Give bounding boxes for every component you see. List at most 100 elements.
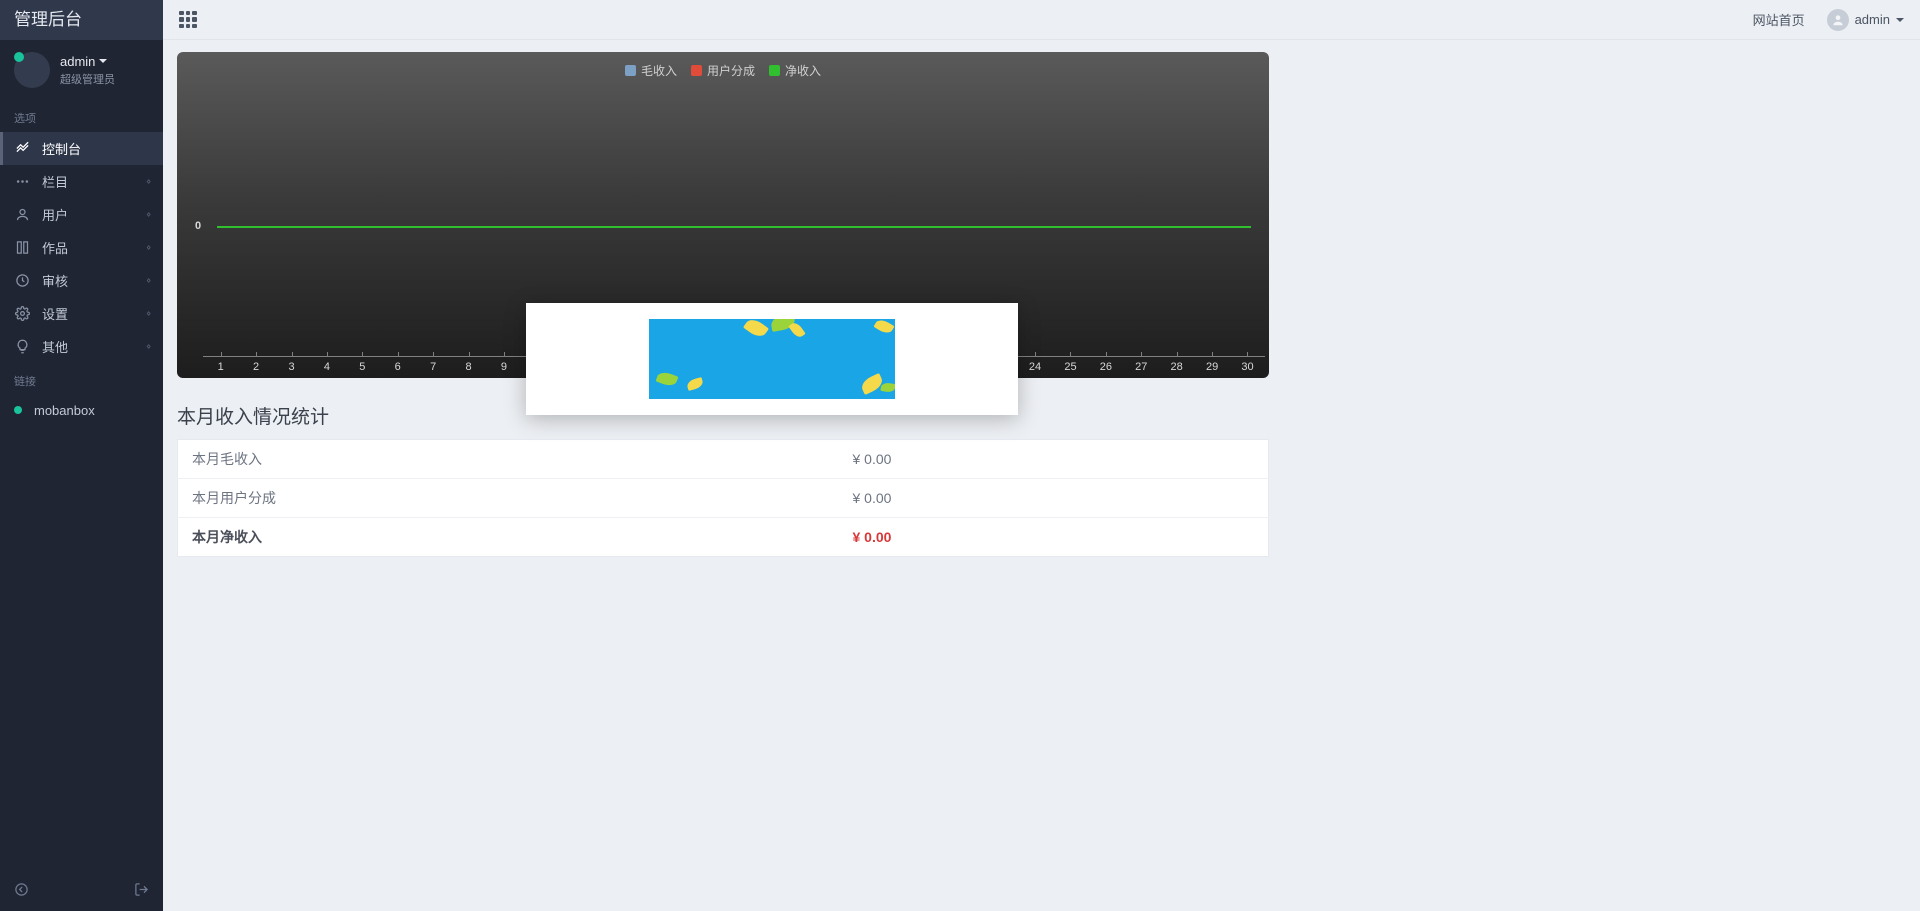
nav-list: 控制台栏目 ‹› 用户 ‹› 作品 ‹› 审核 ‹› 设置 ‹› 其他 ‹› — [0, 132, 163, 363]
x-tick: 28 — [1159, 357, 1194, 374]
user-name: admin — [1855, 12, 1890, 27]
chart-legend: 毛收入 用户分成 净收入 — [191, 62, 1255, 79]
nav-label: 设置 — [42, 304, 68, 323]
table-row: 本月用户分成¥ 0.00 — [178, 479, 1269, 518]
legend-label: 用户分成 — [707, 62, 755, 79]
x-tick: 2 — [238, 357, 273, 374]
sidebar: 管理后台 admin 超级管理员 选项 控制台栏目‹›用户‹›作品‹›审核‹›设… — [0, 0, 163, 911]
profile-role: 超级管理员 — [60, 71, 115, 87]
table-row: 本月净收入¥ 0.00 — [178, 518, 1269, 557]
y-axis-label: 0 — [195, 220, 201, 232]
nav-label: 栏目 — [42, 172, 68, 191]
external-link[interactable]: mobanbox — [0, 395, 163, 425]
nav-label: 审核 — [42, 271, 68, 290]
dots-icon — [14, 174, 30, 190]
nav-item-dots[interactable]: 栏目 ‹› — [0, 165, 163, 198]
gear-icon — [14, 306, 30, 322]
nav-item-gear[interactable]: 设置 ‹› — [0, 297, 163, 330]
legend-swatch-icon — [625, 65, 636, 76]
section-options: 选项 — [0, 100, 163, 132]
x-tick: 1 — [203, 357, 238, 374]
leaf-icon — [880, 382, 895, 393]
nav-label: 作品 — [42, 238, 68, 257]
dash-icon — [14, 141, 30, 157]
table-title: 本月收入情况统计 — [177, 402, 1906, 429]
x-tick: 4 — [309, 357, 344, 374]
legend-swatch-icon — [769, 65, 780, 76]
expand-icon: ‹› — [146, 341, 149, 352]
x-tick: 30 — [1230, 357, 1265, 374]
nav-item-review[interactable]: 审核 ‹› — [0, 264, 163, 297]
expand-icon: ‹› — [146, 242, 149, 253]
expand-icon: ‹› — [146, 308, 149, 319]
row-value: ¥ 0.00 — [839, 440, 1269, 479]
nav-label: 其他 — [42, 337, 68, 356]
profile-block: admin 超级管理员 — [0, 40, 163, 100]
legend-item[interactable]: 净收入 — [769, 62, 821, 79]
legend-label: 净收入 — [785, 62, 821, 79]
ad-banner-image — [649, 319, 895, 399]
section-links: 链接 — [0, 363, 163, 395]
bulb-icon — [14, 339, 30, 355]
row-value: ¥ 0.00 — [839, 479, 1269, 518]
chart-line — [217, 226, 1251, 228]
x-tick: 29 — [1194, 357, 1229, 374]
expand-icon: ‹› — [146, 176, 149, 187]
nav-label: 用户 — [42, 205, 68, 224]
home-link[interactable]: 网站首页 — [1753, 10, 1805, 29]
collapse-sidebar-icon[interactable] — [14, 882, 29, 901]
x-tick: 7 — [415, 357, 450, 374]
x-tick: 5 — [345, 357, 380, 374]
income-table: 本月毛收入¥ 0.00本月用户分成¥ 0.00本月净收入¥ 0.00 — [177, 439, 1269, 557]
profile-name-toggle[interactable]: admin — [60, 54, 115, 69]
x-tick: 24 — [1017, 357, 1052, 374]
nav-item-bulb[interactable]: 其他 ‹› — [0, 330, 163, 363]
user-icon — [14, 207, 30, 223]
expand-icon: ‹› — [146, 275, 149, 286]
main: 网站首页 admin 毛收入用户分成净收入 0 1234567891011121… — [163, 0, 1920, 911]
row-value: ¥ 0.00 — [839, 518, 1269, 557]
ad-popup[interactable] — [526, 303, 1018, 415]
row-label: 本月毛收入 — [178, 440, 839, 479]
legend-item[interactable]: 毛收入 — [625, 62, 677, 79]
x-tick: 9 — [486, 357, 521, 374]
brand-title: 管理后台 — [0, 0, 163, 40]
row-label: 本月用户分成 — [178, 479, 839, 518]
nav-item-works[interactable]: 作品 ‹› — [0, 231, 163, 264]
topbar: 网站首页 admin — [163, 0, 1920, 40]
expand-icon: ‹› — [146, 209, 149, 220]
link-dot-icon — [14, 406, 22, 414]
leaf-icon — [686, 377, 704, 391]
sidebar-footer — [0, 871, 163, 911]
x-tick: 26 — [1088, 357, 1123, 374]
content-area: 毛收入用户分成净收入 0 123456789101112131415161718… — [163, 40, 1920, 911]
x-tick: 25 — [1053, 357, 1088, 374]
chevron-down-icon — [99, 59, 107, 63]
x-tick: 8 — [451, 357, 486, 374]
avatar[interactable] — [14, 52, 50, 88]
logout-icon[interactable] — [134, 882, 149, 901]
legend-item[interactable]: 用户分成 — [691, 62, 755, 79]
legend-swatch-icon — [691, 65, 702, 76]
nav-label: 控制台 — [42, 139, 81, 158]
user-avatar-icon — [1827, 9, 1849, 31]
leaf-icon — [788, 321, 805, 340]
nav-item-user[interactable]: 用户 ‹› — [0, 198, 163, 231]
profile-name: admin — [60, 54, 95, 69]
x-tick: 27 — [1124, 357, 1159, 374]
nav-item-dash[interactable]: 控制台 — [0, 132, 163, 165]
apps-grid-icon[interactable] — [179, 11, 197, 29]
chevron-down-icon — [1896, 18, 1904, 22]
leaf-icon — [873, 319, 894, 336]
status-dot-icon — [14, 52, 24, 62]
x-tick: 6 — [380, 357, 415, 374]
table-row: 本月毛收入¥ 0.00 — [178, 440, 1269, 479]
leaf-icon — [743, 319, 769, 340]
user-menu[interactable]: admin — [1827, 9, 1904, 31]
works-icon — [14, 240, 30, 256]
row-label: 本月净收入 — [178, 518, 839, 557]
x-tick: 3 — [274, 357, 309, 374]
link-label: mobanbox — [34, 403, 95, 418]
review-icon — [14, 273, 30, 289]
leaf-icon — [656, 370, 679, 388]
